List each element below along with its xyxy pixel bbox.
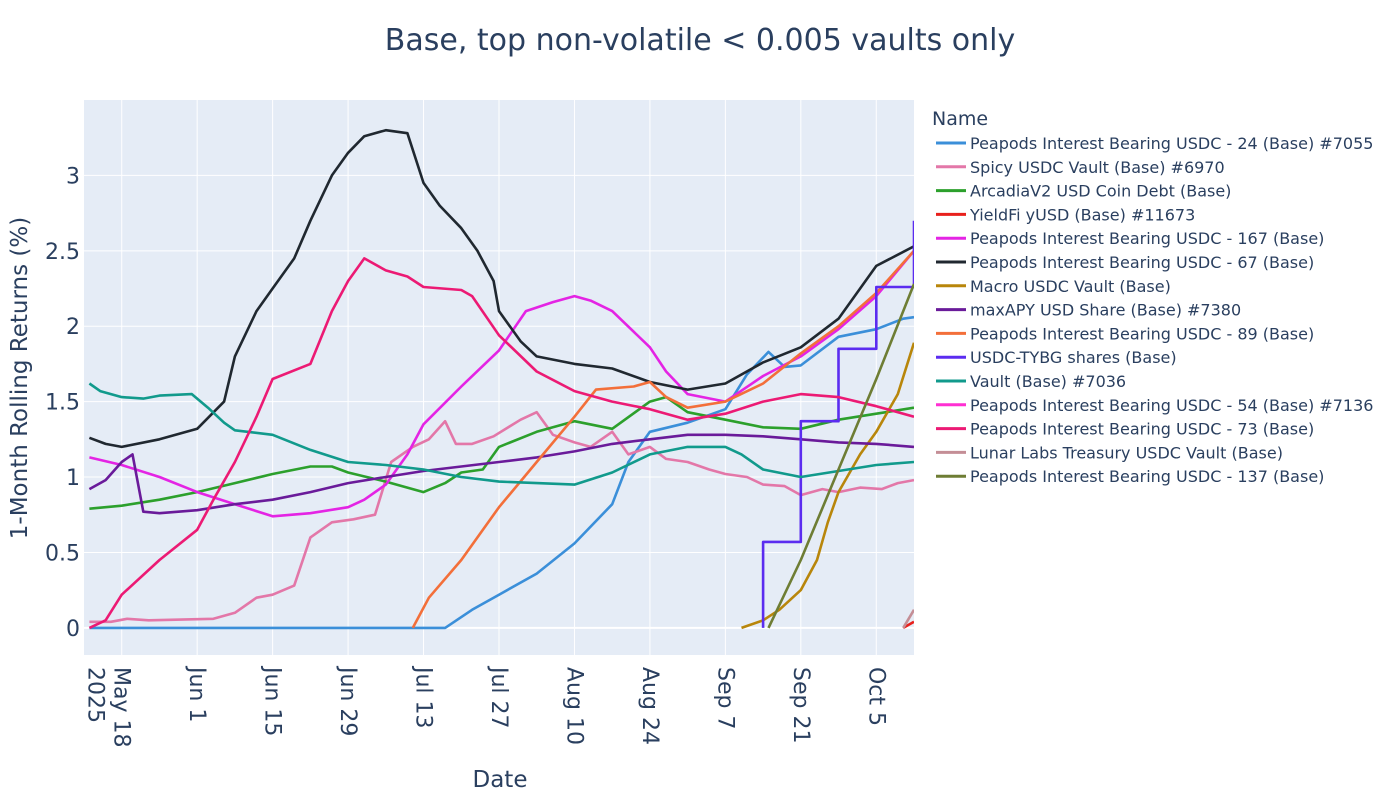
y-tick-label: 0 [66,617,80,642]
x-tick-label: Aug 24 [637,667,662,745]
legend-item-label: USDC-TYBG shares (Base) [970,348,1177,367]
y-axis-ticks: 0 0.5 1 1.5 2 2.5 3 [45,164,80,641]
legend-item-label: Peapods Interest Bearing USDC - 24 (Base… [970,134,1373,153]
x-tick-label: Jun 29 [335,665,360,736]
y-tick-label: 0.5 [45,541,80,566]
legend-item-label: ArcadiaV2 USD Coin Debt (Base) [970,182,1231,201]
x-tick-label: May 18 [109,667,134,747]
series-line-15 [767,283,914,629]
x-tick-label: Oct 5 [863,667,888,726]
y-tick-label: 1 [66,466,80,491]
legend-item-label: Peapods Interest Bearing USDC - 54 (Base… [970,396,1373,415]
series-line-8 [88,433,914,515]
x-tick-label: Jun 15 [260,665,285,736]
legend-item-label: Peapods Interest Bearing USDC - 89 (Base… [970,324,1314,343]
legend-item-label: Spicy USDC Vault (Base) #6970 [970,158,1225,177]
x-tick-label: 2025 [83,667,108,723]
series-line-9 [411,249,914,629]
legend-item-label: Peapods Interest Bearing USDC - 73 (Base… [970,420,1314,439]
legend-item-label: Peapods Interest Bearing USDC - 67 (Base… [970,253,1314,272]
series-line-3 [89,395,914,510]
y-tick-label: 2 [66,315,80,340]
x-tick-label: Sep 7 [712,667,737,729]
x-tick-label: Aug 10 [561,667,586,745]
legend-item-label: Macro USDC Vault (Base) [970,277,1171,296]
y-tick-label: 3 [66,164,80,189]
legend-item-label: Peapods Interest Bearing USDC - 167 (Bas… [970,229,1324,248]
legend-title: Name [932,108,988,130]
series-line-13 [88,257,914,630]
x-tick-label: Jul 27 [486,665,511,729]
legend-item-label: Peapods Interest Bearing USDC - 137 (Bas… [970,467,1324,486]
legend-item-label: Lunar Labs Treasury USDC Vault (Base) [970,443,1283,462]
series-line-10 [761,220,914,628]
series-line-11 [88,382,914,486]
x-axis-title: Date [473,767,528,793]
y-tick-label: 2.5 [45,240,80,265]
legend-item-label: YieldFi yUSD (Base) #11673 [969,205,1195,224]
chart-title: Base, top non-volatile < 0.005 vaults on… [385,23,1015,58]
y-tick-label: 1.5 [45,391,80,416]
grid-lines [84,100,914,655]
series-line-2 [89,410,914,624]
x-tick-label: Sep 21 [788,667,813,743]
series-layer [88,128,914,630]
series-line-6 [88,128,914,449]
series-line-7 [741,342,914,630]
series-line-14 [902,609,914,629]
legend-item-label: maxAPY USD Share (Base) #7380 [970,301,1241,320]
x-tick-label: Jul 13 [411,665,436,729]
x-tick-label: Jun 1 [184,665,209,722]
legend: Peapods Interest Bearing USDC - 24 (Base… [936,134,1373,486]
series-line-1 [89,315,914,630]
y-axis-title: 1-Month Rolling Returns (%) [7,217,33,539]
legend-item-label: Vault (Base) #7036 [970,372,1126,391]
